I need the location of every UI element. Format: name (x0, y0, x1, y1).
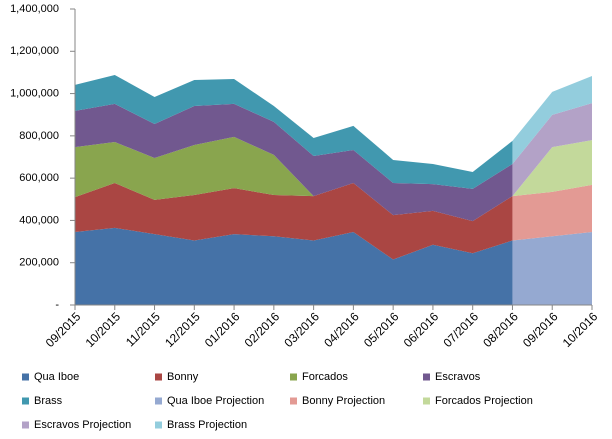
area (512, 140, 592, 197)
area (75, 103, 513, 222)
x-tick-label: 03/2016 (281, 309, 322, 350)
legend-label: Escravos (435, 371, 481, 383)
x-tick-label: 10/2016 (560, 309, 601, 350)
x-tick-label: 06/2016 (401, 309, 442, 350)
x-tick-label: 12/2015 (162, 309, 203, 350)
x-tick-label: 10/2015 (83, 309, 124, 350)
legend-label: Qua Iboe (34, 371, 79, 383)
x-tick-label: 11/2015 (123, 309, 163, 349)
x-tick-label: 02/2016 (242, 309, 283, 350)
area (512, 76, 592, 164)
legend-swatch (290, 397, 297, 405)
x-tick-label: 01/2016 (202, 309, 243, 350)
legend-label: Brass Projection (167, 419, 247, 431)
legend-swatch (22, 421, 29, 429)
legend-swatch (22, 373, 29, 381)
y-tick-label: 1,000,000 (10, 87, 59, 99)
legend-swatch (155, 373, 162, 381)
x-tick-label: 07/2016 (440, 309, 481, 350)
y-tick-label: - (55, 299, 59, 311)
area (512, 103, 592, 197)
legend-label: Escravos Projection (34, 419, 131, 431)
legend-swatch (423, 373, 430, 381)
x-tick-label: 05/2016 (361, 309, 402, 350)
legend-swatch (155, 397, 162, 405)
y-tick-label: 1,200,000 (10, 45, 59, 57)
legend-swatch (155, 421, 162, 429)
y-tick-label: 800,000 (19, 130, 59, 142)
area (75, 136, 513, 222)
x-tick-label: 09/2016 (520, 309, 561, 350)
area (512, 232, 592, 305)
x-tick-label: 04/2016 (321, 309, 362, 350)
legend-label: Forcados Projection (435, 395, 533, 407)
x-tick-label: 08/2016 (480, 309, 521, 350)
legend-label: Bonny (167, 371, 199, 383)
legend-swatch (423, 397, 430, 405)
y-tick-label: 1,400,000 (10, 3, 59, 15)
legend-swatch (290, 373, 297, 381)
y-tick-label: 200,000 (19, 257, 59, 269)
area (75, 227, 513, 305)
y-tick-label: 400,000 (19, 214, 59, 226)
x-tick-label: 09/2015 (43, 309, 84, 350)
legend-label: Bonny Projection (302, 395, 385, 407)
legend-swatch (22, 397, 29, 405)
legend-label: Qua Iboe Projection (167, 395, 264, 407)
legend-label: Forcados (302, 371, 348, 383)
legend-label: Brass (34, 395, 63, 407)
area (75, 183, 513, 260)
area (512, 184, 592, 241)
y-tick-label: 600,000 (19, 172, 59, 184)
area (75, 74, 513, 189)
